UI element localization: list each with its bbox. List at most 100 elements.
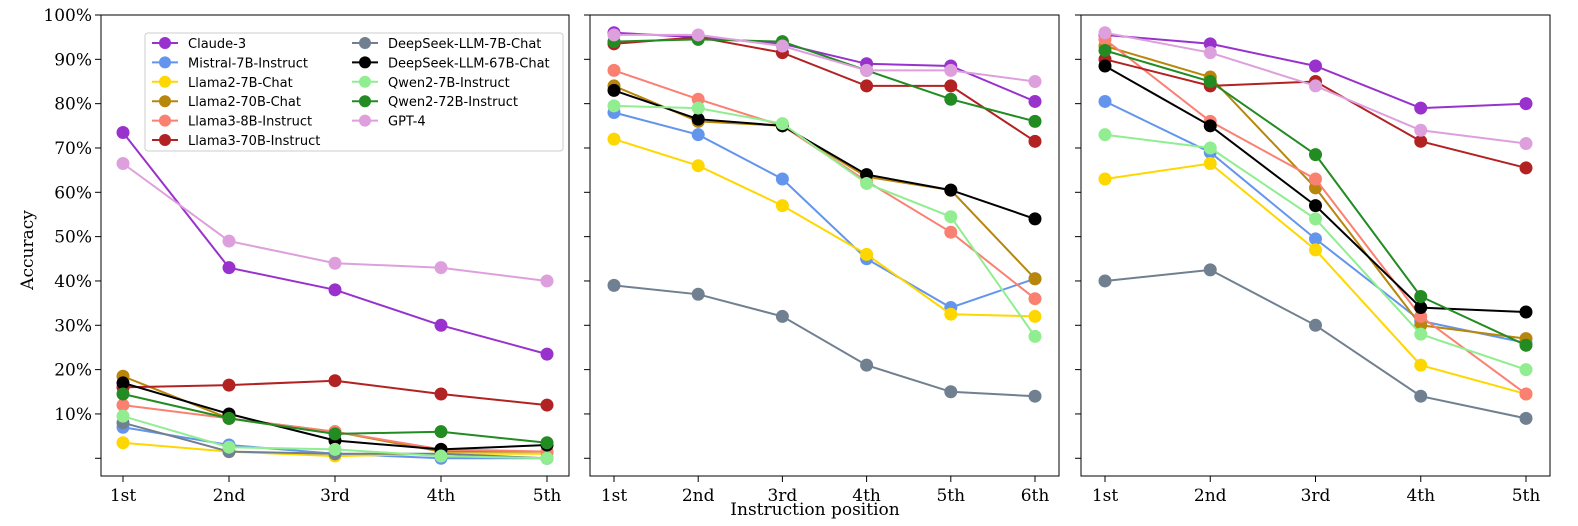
legend-swatch-marker-claude-3 bbox=[159, 37, 171, 49]
data-point-qwen2-72b-instruct bbox=[944, 92, 958, 106]
y-tick-label: 70% bbox=[54, 139, 92, 159]
legend-label-llama2-7b-chat: Llama2-7B-Chat bbox=[188, 76, 293, 91]
series-line-deepseek-llm-67b-chat bbox=[613, 89, 1036, 220]
data-point-llama2-7b-chat bbox=[1414, 358, 1428, 372]
series-line-llama2-7b-chat bbox=[1104, 162, 1527, 395]
data-point-llama2-7b-chat bbox=[691, 159, 705, 173]
data-point-deepseek-llm-67b-chat bbox=[944, 183, 958, 197]
data-point-llama3-70b-instruct bbox=[540, 398, 554, 412]
data-point-deepseek-llm-7b-chat bbox=[607, 278, 621, 292]
legend-swatch-marker-deepseek-llm-67b-chat bbox=[359, 56, 371, 69]
data-point-deepseek-llm-7b-chat bbox=[1309, 318, 1322, 332]
legend-label-llama3-8b-instruct: Llama3-8B-Instruct bbox=[188, 115, 312, 130]
data-point-qwen2-72b-instruct bbox=[1414, 289, 1428, 303]
legend-box bbox=[144, 32, 564, 152]
data-point-deepseek-llm-7b-chat bbox=[775, 309, 789, 323]
series-line-llama3-70b-instruct bbox=[613, 36, 1036, 143]
legend-label-qwen2-7b-instruct: Qwen2-7B-Instruct bbox=[388, 76, 510, 91]
y-tick-label: 60% bbox=[54, 183, 92, 203]
data-point-claude-3 bbox=[328, 283, 342, 297]
series-line-qwen2-72b-instruct bbox=[613, 38, 1036, 123]
data-point-claude-3 bbox=[1028, 94, 1042, 108]
panel-3: 1st 2nd 3rd 4th 5th bbox=[1075, 14, 1551, 506]
data-point-llama3-8b-instruct bbox=[1519, 387, 1533, 401]
x-tick-label: 2nd bbox=[213, 486, 246, 506]
data-point-llama2-7b-chat bbox=[860, 247, 874, 261]
series-line-qwen2-72b-instruct bbox=[1104, 49, 1527, 347]
x-axis-title: Instruction position bbox=[730, 500, 899, 520]
data-point-deepseek-llm-7b-chat bbox=[691, 287, 705, 301]
legend: Claude-3 Mistral-7B-Instruct Llama2-7B-Cha… bbox=[144, 32, 564, 152]
series-line-llama2-7b-chat bbox=[613, 138, 1036, 318]
data-point-llama3-8b-instruct bbox=[1309, 172, 1322, 186]
legend-swatch-marker-mistral-7b-instruct bbox=[159, 56, 171, 69]
data-point-qwen2-7b-instruct bbox=[116, 409, 130, 423]
data-point-llama3-8b-instruct bbox=[944, 225, 958, 239]
data-point-gpt-4 bbox=[1519, 137, 1533, 151]
data-point-gpt-4 bbox=[540, 274, 554, 288]
series-line-claude-3 bbox=[122, 131, 548, 356]
data-point-qwen2-72b-instruct bbox=[328, 427, 342, 441]
data-point-qwen2-72b-instruct bbox=[1309, 148, 1322, 162]
data-point-qwen2-7b-instruct bbox=[540, 451, 554, 465]
x-tick-label: 6th bbox=[1021, 486, 1050, 506]
series-line-deepseek-llm-7b-chat bbox=[1104, 268, 1527, 420]
data-point-llama3-70b-instruct bbox=[222, 378, 236, 392]
panel-2: 1st 2nd 3rd 4th 5th 6th bbox=[584, 14, 1060, 506]
data-point-claude-3 bbox=[1309, 59, 1322, 73]
y-tick-label: 80% bbox=[54, 95, 92, 115]
data-point-llama3-70b-instruct bbox=[328, 374, 342, 388]
x-tick-label: 5th bbox=[533, 486, 562, 506]
x-tick-label: 5th bbox=[936, 486, 965, 506]
data-point-deepseek-llm-67b-chat bbox=[1203, 119, 1217, 133]
data-point-deepseek-llm-67b-chat bbox=[1309, 199, 1322, 213]
data-point-deepseek-llm-7b-chat bbox=[944, 385, 958, 399]
data-point-qwen2-72b-instruct bbox=[222, 411, 236, 425]
data-point-qwen2-7b-instruct bbox=[1414, 327, 1428, 341]
y-tick-label: 10% bbox=[54, 405, 92, 425]
data-point-llama3-70b-instruct bbox=[1519, 161, 1533, 175]
data-point-deepseek-llm-7b-chat bbox=[1519, 411, 1533, 425]
data-point-mistral-7b-instruct bbox=[1309, 232, 1322, 246]
data-point-claude-3 bbox=[434, 318, 448, 332]
x-tick-label: 5th bbox=[1512, 486, 1541, 506]
data-point-qwen2-72b-instruct bbox=[1028, 114, 1042, 128]
legend-swatch-marker-deepseek-llm-7b-chat bbox=[359, 37, 371, 49]
y-tick-label: 100% bbox=[43, 6, 92, 26]
data-point-qwen2-7b-instruct bbox=[691, 101, 705, 115]
legend-label-llama3-70b-instruct: Llama3-70B-Instruct bbox=[188, 134, 320, 149]
x-tick-label: 3rd bbox=[1301, 486, 1331, 506]
data-point-qwen2-7b-instruct bbox=[328, 442, 342, 456]
data-point-llama3-70b-instruct bbox=[1028, 134, 1042, 148]
data-point-llama2-7b-chat bbox=[1309, 243, 1322, 257]
series-line-deepseek-llm-7b-chat bbox=[613, 284, 1036, 398]
x-tick-label: 4th bbox=[1406, 486, 1435, 506]
data-point-llama3-70b-instruct bbox=[944, 79, 958, 93]
legend-label-mistral-7b-instruct: Mistral-7B-Instruct bbox=[188, 56, 308, 71]
data-point-qwen2-7b-instruct bbox=[1098, 128, 1112, 142]
data-point-llama2-7b-chat bbox=[944, 307, 958, 321]
data-point-qwen2-72b-instruct bbox=[1519, 338, 1533, 352]
series-line-mistral-7b-instruct bbox=[613, 111, 1036, 309]
data-point-llama2-7b-chat bbox=[1203, 156, 1217, 170]
data-point-qwen2-7b-instruct bbox=[1309, 212, 1322, 226]
data-point-llama2-7b-chat bbox=[607, 132, 621, 146]
legend-swatch-marker-llama3-70b-instruct bbox=[159, 134, 171, 146]
data-point-gpt-4 bbox=[116, 156, 130, 170]
x-tick-label: 3rd bbox=[320, 486, 350, 506]
data-point-gpt-4 bbox=[1098, 26, 1112, 40]
x-tick-label: 4th bbox=[427, 486, 456, 506]
data-point-deepseek-llm-67b-chat bbox=[691, 112, 705, 126]
series-line-qwen2-7b-instruct bbox=[613, 104, 1036, 337]
x-tick-label: 4th bbox=[852, 486, 881, 506]
x-tick-label: 1st bbox=[110, 486, 137, 506]
legend-label-gpt-4: GPT-4 bbox=[388, 115, 426, 130]
data-point-llama2-7b-chat bbox=[775, 199, 789, 213]
data-point-gpt-4 bbox=[1414, 123, 1428, 137]
x-tick-label: 1st bbox=[601, 486, 628, 506]
data-point-mistral-7b-instruct bbox=[775, 172, 789, 186]
data-point-qwen2-7b-instruct bbox=[1203, 141, 1217, 155]
x-tick-label: 3rd bbox=[767, 486, 797, 506]
data-point-deepseek-llm-67b-chat bbox=[116, 376, 130, 390]
